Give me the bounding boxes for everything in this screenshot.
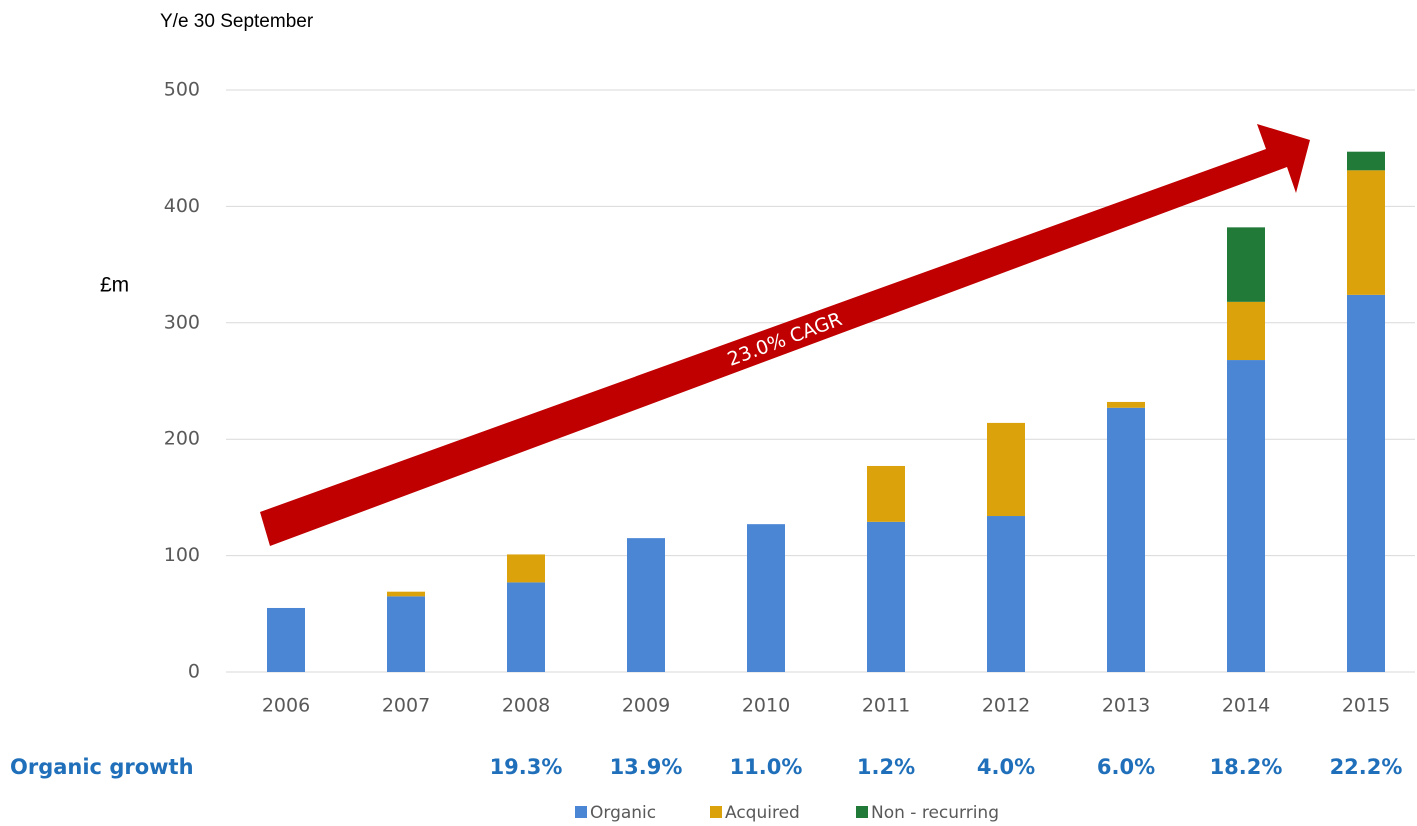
bar-segment	[987, 516, 1025, 672]
legend-swatch	[575, 806, 587, 818]
bars	[267, 151, 1385, 672]
legend-swatch	[710, 806, 722, 818]
legend-label: Organic	[590, 803, 656, 823]
bar-segment	[1347, 294, 1385, 672]
x-tick-label: 2006	[262, 695, 310, 717]
legend-label: Non - recurring	[871, 803, 999, 823]
bar-segment	[507, 554, 545, 583]
bar-segment	[987, 422, 1025, 517]
x-tick-label: 2012	[982, 695, 1030, 717]
bar-segment	[867, 465, 905, 522]
y-tick-label: 200	[164, 428, 200, 450]
growth-value: 13.9%	[610, 755, 683, 779]
bar-segment	[1227, 360, 1265, 672]
bar-segment	[1227, 227, 1265, 302]
bar-segment	[267, 607, 305, 672]
y-axis-label: £m	[100, 274, 129, 297]
growth-value: 11.0%	[730, 755, 803, 779]
x-tick-label: 2014	[1222, 695, 1270, 717]
bar-segment	[867, 521, 905, 672]
cagr-arrow	[260, 124, 1310, 546]
x-tick-label: 2008	[502, 695, 550, 717]
legend-label: Acquired	[725, 803, 800, 823]
x-tick-label: 2013	[1102, 695, 1150, 717]
bar-segment	[1107, 407, 1145, 672]
bar-segment	[387, 596, 425, 672]
bar-segment	[1227, 301, 1265, 361]
extras: 2006 2007 2008 19.3% 2009 13.9% 2010 11.0% 2011 1…	[262, 695, 1403, 824]
growth-label: Organic growth	[10, 755, 194, 779]
subtitle: Y/e 30 September	[160, 11, 314, 32]
y-tick-label: 500	[164, 79, 200, 101]
y-tick-label: 300	[164, 311, 200, 333]
y-tick-label: 400	[164, 195, 200, 217]
growth-value: 1.2%	[857, 755, 915, 779]
x-tick-label: 2011	[862, 695, 910, 717]
x-tick-label: 2007	[382, 695, 430, 717]
x-tick-label: 2015	[1342, 695, 1390, 717]
growth-value: 22.2%	[1330, 755, 1403, 779]
bar-segment	[747, 524, 785, 672]
y-tick-label: 100	[164, 544, 200, 566]
bar-segment	[507, 582, 545, 672]
growth-value: 19.3%	[490, 755, 563, 779]
bar-segment	[387, 591, 425, 597]
bar-segment	[1347, 151, 1385, 171]
growth-value: 18.2%	[1210, 755, 1283, 779]
legend-swatch	[856, 806, 868, 818]
y-tick-label: 0	[188, 661, 200, 683]
bar-segment	[1107, 401, 1145, 408]
growth-value: 6.0%	[1097, 755, 1155, 779]
x-tick-label: 2010	[742, 695, 790, 717]
growth-value: 4.0%	[977, 755, 1035, 779]
bar-segment	[627, 538, 665, 672]
bar-segment	[1347, 170, 1385, 295]
x-tick-label: 2009	[622, 695, 670, 717]
